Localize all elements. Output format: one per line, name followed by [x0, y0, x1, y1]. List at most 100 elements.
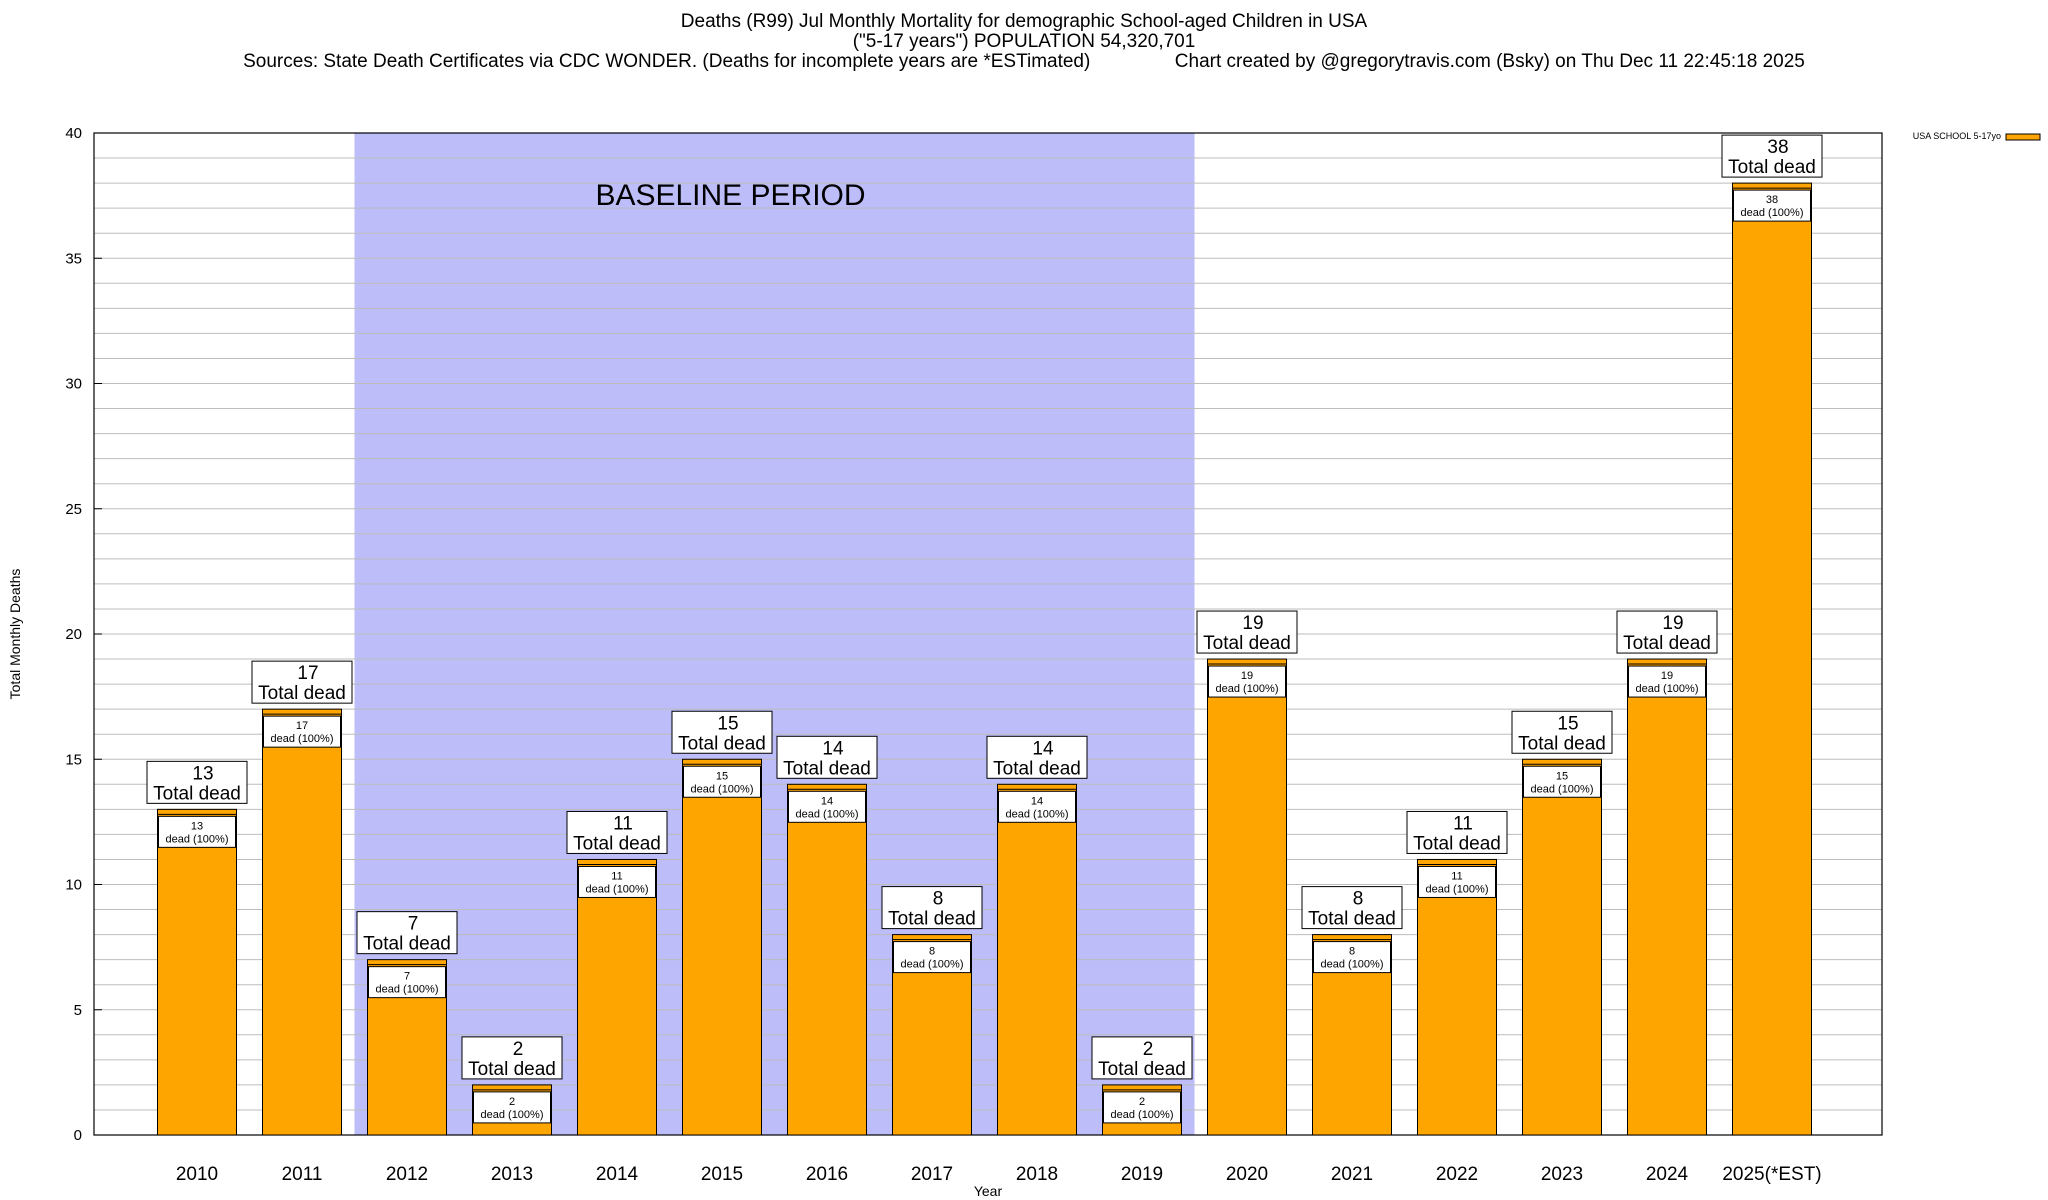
x-tick-label: 2025(*EST)	[1722, 1164, 1821, 1185]
bar-inner-value: 7	[404, 971, 410, 983]
bar-inner-value: 2	[1139, 1096, 1145, 1108]
x-tick-label: 2014	[596, 1164, 639, 1185]
x-tick-label: 2013	[491, 1164, 533, 1185]
x-tick-label: 2021	[1331, 1164, 1373, 1185]
bar-total-suffix: Total dead	[1728, 157, 1816, 178]
bar-total-label-box	[356, 911, 458, 955]
y-tick-label: 25	[65, 501, 82, 518]
bar-total-suffix: Total dead	[783, 758, 871, 779]
bar-total-suffix: Total dead	[1308, 909, 1396, 930]
bar-inner-value: 14	[1031, 795, 1043, 807]
bar-total-label-box	[1301, 886, 1403, 930]
bar-total-suffix: Total dead	[888, 909, 976, 930]
chart-title-line-2: Sources: State Death Certificates via CD…	[243, 51, 1805, 72]
bar-total-value: 14	[1032, 738, 1054, 759]
bar-inner-label-box	[158, 815, 236, 848]
bar-total-value: 13	[192, 763, 213, 784]
bar-total-value: 7	[408, 914, 419, 935]
bar-inner-value: 15	[1556, 770, 1568, 782]
bar-inner-value: 19	[1241, 670, 1253, 682]
bar-total-label-box	[881, 886, 983, 930]
bar	[577, 858, 657, 1136]
bar-inner-suffix: dead (100%)	[1111, 1109, 1174, 1121]
bar-total-label-box	[671, 710, 773, 754]
bar-total-label-box	[566, 810, 668, 854]
chart-title-line-1: ("5-17 years") POPULATION 54,320,701	[852, 31, 1196, 52]
bar-total-value: 8	[933, 889, 944, 910]
bar-inner-suffix: dead (100%)	[901, 959, 964, 971]
bar-total-value: 8	[1353, 889, 1364, 910]
bar-total-suffix: Total dead	[573, 833, 661, 854]
bar	[1732, 182, 1812, 1136]
y-tick-label: 35	[65, 250, 82, 267]
bar-inner-label-box	[473, 1091, 551, 1124]
bar-inner-suffix: dead (100%)	[586, 883, 649, 895]
bar-inner-suffix: dead (100%)	[166, 833, 229, 845]
bar-total-suffix: Total dead	[363, 934, 451, 955]
y-tick-label: 10	[65, 877, 82, 894]
bar	[157, 808, 237, 1136]
bar-inner-value: 19	[1661, 670, 1673, 682]
bar-total-value: 2	[513, 1039, 524, 1060]
y-tick-label: 20	[65, 626, 82, 643]
bar-inner-label-box	[1523, 765, 1601, 798]
bar-inner-label-box	[1733, 189, 1811, 222]
bar-total-label-box	[251, 660, 353, 704]
y-tick-label: 0	[74, 1127, 82, 1144]
bar-total-label-box	[986, 735, 1088, 779]
x-tick-label: 2010	[176, 1164, 218, 1185]
bar-inner-suffix: dead (100%)	[1531, 783, 1594, 795]
bar-total-value: 15	[717, 713, 738, 734]
bar-total-value: 11	[613, 813, 633, 834]
bar-total-label-box	[1091, 1036, 1193, 1080]
bar-total-value: 2	[1143, 1039, 1154, 1060]
bar-total-suffix: Total dead	[1203, 633, 1291, 654]
bar-inner-value: 8	[1349, 946, 1355, 958]
bar-inner-suffix: dead (100%)	[1741, 207, 1804, 219]
bar-inner-suffix: dead (100%)	[691, 783, 754, 795]
bar-inner-label-box	[788, 790, 866, 823]
bar-total-label-box	[1511, 710, 1613, 754]
bar-total-label-box	[1406, 810, 1508, 854]
bar	[1417, 858, 1497, 1136]
bar-total-label-box	[1196, 610, 1298, 654]
bar-total-suffix: Total dead	[153, 783, 241, 804]
x-tick-label: 2017	[911, 1164, 953, 1185]
bar-inner-suffix: dead (100%)	[271, 733, 334, 745]
bar	[682, 758, 762, 1136]
bar-inner-suffix: dead (100%)	[1006, 808, 1069, 820]
x-tick-label: 2016	[806, 1164, 848, 1185]
bar-inner-label-box	[578, 865, 656, 898]
bar-inner-value: 11	[611, 870, 622, 882]
bar-inner-value: 2	[509, 1096, 515, 1108]
bar-total-value: 17	[297, 663, 318, 684]
bar-total-label-box	[461, 1036, 563, 1080]
y-axis-label: Total Monthly Deaths	[7, 569, 23, 700]
bar-inner-label-box	[1313, 941, 1391, 974]
bar-total-suffix: Total dead	[258, 683, 346, 704]
bar-total-value: 15	[1557, 713, 1578, 734]
bar-inner-label-box	[263, 715, 341, 748]
bar	[997, 783, 1077, 1136]
chart-title-line-0: Deaths (R99) Jul Monthly Mortality for d…	[680, 11, 1368, 32]
y-tick-label: 30	[65, 376, 82, 393]
x-tick-label: 2022	[1436, 1164, 1478, 1185]
bar-inner-suffix: dead (100%)	[1636, 683, 1699, 695]
bar-inner-suffix: dead (100%)	[1216, 683, 1279, 695]
x-tick-label: 2012	[386, 1164, 428, 1185]
bar-inner-value: 8	[929, 946, 935, 958]
bar-inner-value: 17	[296, 720, 308, 732]
x-tick-label: 2011	[282, 1164, 323, 1185]
bar-total-suffix: Total dead	[1413, 833, 1501, 854]
bar-inner-suffix: dead (100%)	[481, 1109, 544, 1121]
bar-inner-label-box	[893, 941, 971, 974]
bar-total-value: 19	[1662, 613, 1683, 634]
bar-inner-label-box	[368, 966, 446, 999]
legend-label: USA SCHOOL 5-17yo	[1913, 131, 2001, 141]
bar-inner-suffix: dead (100%)	[1426, 883, 1489, 895]
bar-total-label-box	[1616, 610, 1718, 654]
bar-total-value: 14	[822, 738, 844, 759]
bar-total-label-box	[146, 760, 248, 804]
bar-total-label-box	[1721, 134, 1823, 178]
bar-inner-value: 15	[716, 770, 728, 782]
